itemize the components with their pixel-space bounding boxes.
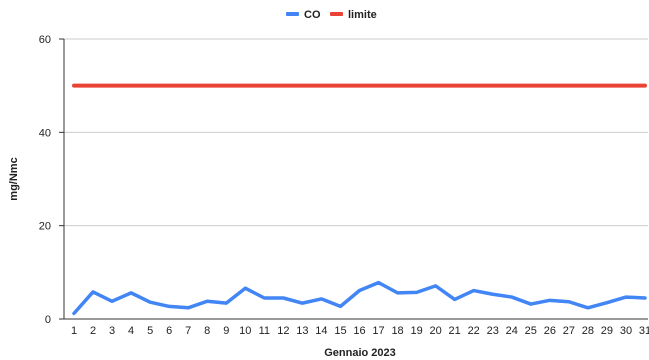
x-tick-label: 10: [239, 325, 251, 337]
x-tick-label: 20: [430, 325, 442, 337]
x-tick-label: 4: [128, 325, 134, 337]
legend-swatch-limite: [330, 12, 343, 16]
y-tick-label: 20: [39, 221, 51, 233]
x-tick-label: 12: [277, 325, 289, 337]
x-tick-label: 17: [372, 325, 384, 337]
x-tick-label: 13: [296, 325, 308, 337]
x-tick-label: 11: [259, 325, 270, 337]
x-tick-label: 25: [525, 325, 537, 337]
x-tick-label: 16: [353, 325, 365, 337]
x-tick-label: 14: [315, 325, 327, 337]
x-tick-label: 24: [506, 325, 518, 337]
series-line-co: [72, 280, 647, 316]
legend: CO limite: [286, 9, 377, 21]
x-tick-label: 9: [223, 325, 229, 337]
legend-label-co: CO: [304, 9, 321, 21]
x-tick-label: 23: [487, 325, 499, 337]
x-axis: 1 2 3 4 5 6 7 8 9 10 11 12 13 14 15 16 17 18 19 20 21 22 23 24 2…: [71, 325, 649, 337]
x-tick-label: 30: [620, 325, 632, 337]
x-tick-label: 21: [449, 325, 461, 337]
x-tick-label: 28: [582, 325, 594, 337]
x-tick-label: 29: [601, 325, 613, 337]
x-tick-label: 26: [544, 325, 556, 337]
legend-swatch-co: [286, 12, 299, 16]
x-tick-label: 18: [391, 325, 403, 337]
x-tick-label: 22: [468, 325, 480, 337]
x-tick-label: 27: [563, 325, 575, 337]
x-axis-title: Gennaio 2023: [324, 347, 396, 359]
y-tick-label: 60: [39, 34, 51, 46]
y-axis-title: mg/Nmc: [8, 157, 20, 200]
grid: [59, 38, 648, 320]
x-tick-label: 1: [71, 325, 77, 337]
x-tick-label: 7: [185, 325, 191, 337]
y-axis: 0 20 40 60: [39, 34, 51, 326]
x-tick-label: 8: [204, 325, 210, 337]
y-tick-label: 40: [39, 127, 51, 139]
x-tick-label: 3: [109, 325, 115, 337]
x-tick-label: 5: [147, 325, 153, 337]
series-layer: [72, 83, 647, 316]
x-tick-label: 31: [639, 325, 649, 337]
x-tick-label: 19: [410, 325, 422, 337]
x-tick-label: 15: [334, 325, 346, 337]
x-tick-label: 2: [90, 325, 96, 337]
legend-label-limite: limite: [348, 9, 377, 21]
y-tick-label: 0: [45, 314, 51, 326]
x-tick-label: 6: [166, 325, 172, 337]
